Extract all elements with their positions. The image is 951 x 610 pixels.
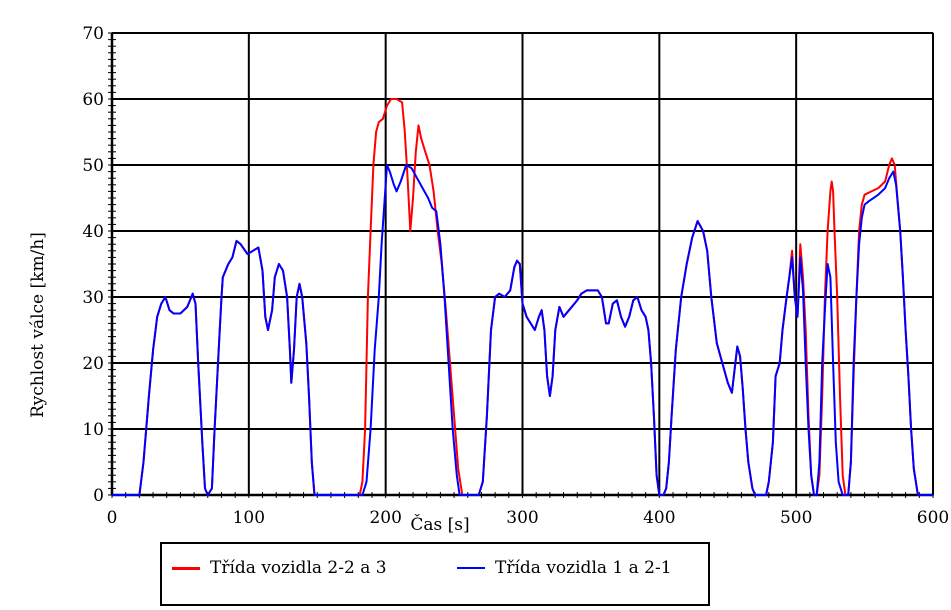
y-tick-label: 60: [82, 90, 104, 110]
x-axis-title: Čas [s]: [410, 514, 469, 535]
x-tick-label: 100: [233, 508, 265, 528]
series-line-blue: [112, 164, 933, 496]
x-tick-label: 300: [506, 508, 538, 528]
y-tick-label: 10: [82, 420, 104, 440]
y-tick-label: 30: [82, 288, 104, 308]
legend-label-blue: Třída vozidla 1 a 2-1: [495, 558, 672, 578]
legend-swatch-red: [172, 566, 200, 570]
x-tick-label: 500: [780, 508, 812, 528]
y-tick-label: 20: [82, 354, 104, 374]
legend-label-red: Třída vozidla 2-2 a 3: [210, 558, 387, 578]
y-tick-label: 40: [82, 222, 104, 242]
series-lines: [112, 98, 933, 496]
x-tick-label: 200: [369, 508, 401, 528]
y-axis-title: Rychlost válce [km/h]: [28, 232, 48, 418]
legend-item-blue: Třída vozidla 1 a 2-1: [457, 558, 672, 578]
x-tick-label: 600: [917, 508, 949, 528]
legend: Třída vozidla 2-2 a 3 Třída vozidla 1 a …: [160, 542, 710, 606]
legend-swatch-blue: [457, 567, 485, 569]
legend-item-red: Třída vozidla 2-2 a 3: [172, 558, 387, 578]
x-tick-label: 400: [643, 508, 675, 528]
y-tick-label: 50: [82, 156, 104, 176]
y-tick-label: 70: [82, 24, 104, 44]
minor-ticks: [108, 32, 934, 498]
x-tick-labels: 0 100 200 300 400 500 600: [107, 508, 950, 528]
x-tick-label: 0: [107, 508, 118, 528]
y-tick-label: 0: [93, 486, 104, 506]
y-tick-labels: 0 10 20 30 40 50 60 70: [82, 24, 104, 506]
line-chart: 0 10 20 30 40 50 60 70 0 100 200 300 400 500 600 Čas …: [28, 24, 950, 535]
